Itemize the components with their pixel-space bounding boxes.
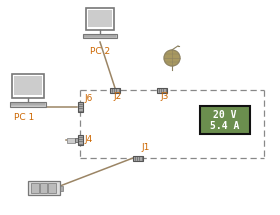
Bar (14, 76, 42, 95)
Text: J2: J2 (113, 92, 121, 101)
Text: PC 1: PC 1 (14, 113, 34, 122)
Bar (86, 8, 115, 30)
Text: 20 V: 20 V (213, 110, 237, 120)
Bar (31, 183, 39, 193)
Text: J3: J3 (160, 92, 168, 101)
Text: PC 2: PC 2 (90, 47, 110, 56)
Bar (83, 34, 116, 38)
Bar (40, 183, 47, 193)
Bar (110, 88, 120, 92)
Bar (48, 183, 56, 193)
Text: J6: J6 (84, 94, 92, 103)
Text: 5.4 A: 5.4 A (210, 121, 240, 131)
Bar (28, 181, 60, 195)
Bar (88, 10, 112, 27)
Bar (12, 74, 44, 98)
Bar (67, 138, 75, 143)
Bar (10, 102, 46, 107)
Bar (78, 135, 83, 145)
Bar (157, 88, 167, 92)
Bar (133, 155, 143, 161)
Text: J1: J1 (141, 143, 149, 152)
Text: J4: J4 (84, 135, 92, 144)
Bar (200, 106, 250, 134)
Bar (60, 186, 63, 190)
Bar (78, 102, 83, 112)
Bar (75, 138, 79, 142)
Circle shape (164, 50, 180, 66)
